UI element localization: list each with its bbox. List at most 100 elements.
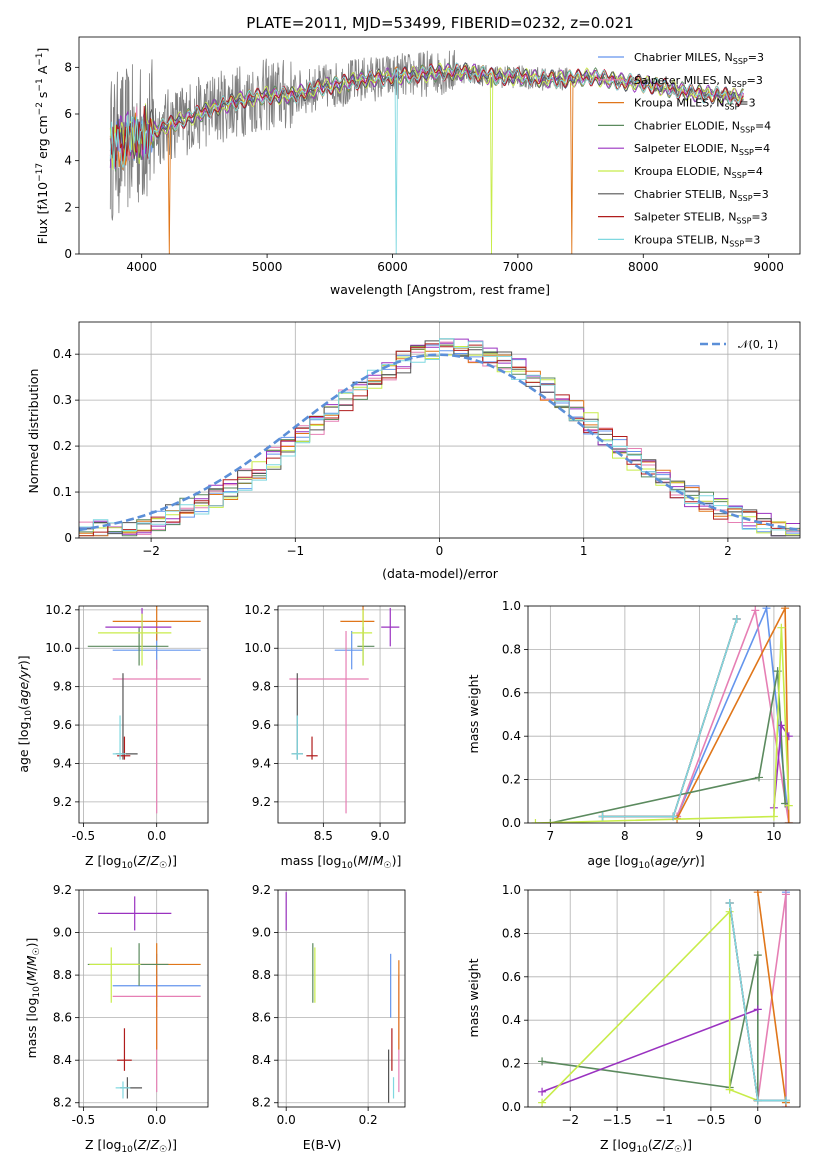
agemass-xlabel: mass [log10(M/M☉)] xyxy=(281,853,402,871)
y-tick-label: 0.0 xyxy=(502,816,521,830)
errorbar-point xyxy=(98,613,172,666)
axes-frame xyxy=(277,889,406,1108)
weight-point-marker xyxy=(751,606,760,615)
massz-ylabel: mass [log10(M/M☉)] xyxy=(24,938,42,1059)
x-tick-label: 9000 xyxy=(753,260,784,274)
y-tick-label: 9.8 xyxy=(53,680,72,694)
weight-series-line xyxy=(550,670,786,823)
y-tick-label: 9.4 xyxy=(53,756,72,770)
weight-point-marker xyxy=(538,1057,547,1066)
x-tick-label: 9 xyxy=(696,829,704,843)
wage-xlabel: age [log10(age/yr)] xyxy=(587,853,704,871)
weight-point-marker xyxy=(538,1098,547,1107)
errorbar-point xyxy=(115,673,138,760)
weight-point-marker xyxy=(755,773,764,782)
axes-frame xyxy=(78,605,209,824)
x-tick-label: 5000 xyxy=(252,260,283,274)
x-tick-label: 7 xyxy=(547,829,555,843)
errorbar-point xyxy=(98,896,172,931)
weight-point-marker xyxy=(753,1096,762,1105)
x-tick-label: 8000 xyxy=(628,260,659,274)
y-tick-label: 0.4 xyxy=(502,729,521,743)
errorbar-point xyxy=(112,606,201,641)
y-tick-label: 8.4 xyxy=(252,1053,271,1067)
x-tick-label: −2 xyxy=(142,544,160,558)
y-tick-label: 4 xyxy=(64,154,72,168)
errorbar-point xyxy=(117,736,131,760)
y-tick-label: 8.4 xyxy=(53,1053,72,1067)
mass-vs-metallicity-panel: -0.5 0.0 8.2 8.4 8.6 8.8 9.0 9.2 xyxy=(53,883,209,1127)
legend-entry: Chabrier ELODIE, NSSP=4 xyxy=(634,119,771,134)
x-tick-label: 0.0 xyxy=(147,1113,166,1127)
y-tick-label: 0.4 xyxy=(53,347,72,361)
weight-point-marker xyxy=(538,1087,547,1096)
plot-area xyxy=(538,890,790,1107)
y-tick-label: 10.0 xyxy=(244,641,271,655)
weight-vs-age-panel: 7 8 9 10 0.0 0.2 0.4 0.6 0.8 1.0 xyxy=(502,599,801,843)
y-tick-label: 0 xyxy=(64,531,72,545)
legend-entry: Kroupa STELIB, NSSP=3 xyxy=(634,233,760,248)
y-tick-label: 1.0 xyxy=(502,599,521,613)
y-tick-label: 0.2 xyxy=(53,439,72,453)
legend-entry: Chabrier STELIB, NSSP=3 xyxy=(634,188,769,203)
x-tick-label: 8.5 xyxy=(314,829,333,843)
residual-histogram-panel: −2 −1 0 1 2 0 0.1 0.2 0.3 0.4 xyxy=(53,321,801,558)
y-tick-label: 8.8 xyxy=(53,968,72,982)
errorbar-point xyxy=(334,630,364,670)
weight-point-marker xyxy=(531,819,540,823)
y-tick-label: 9.0 xyxy=(252,926,271,940)
y-tick-label: 8.2 xyxy=(252,1096,271,1110)
weight-series-line xyxy=(757,892,787,1103)
errorbar-point xyxy=(105,607,172,647)
weight-point-marker xyxy=(725,907,734,916)
y-tick-label: 9.2 xyxy=(53,883,72,897)
y-tick-label: 9.2 xyxy=(252,883,271,897)
weight-point-marker xyxy=(781,606,790,613)
spectrum-legend: Chabrier MILES, NSSP=3 Salpeter MILES, NS… xyxy=(598,51,771,248)
y-tick-label: 0.0 xyxy=(502,1100,521,1114)
y-tick-label: 8.6 xyxy=(53,1011,72,1025)
plot-area xyxy=(285,892,400,1103)
errorbar-point xyxy=(306,736,318,760)
y-tick-label: 0.6 xyxy=(502,686,521,700)
model-fit-line xyxy=(109,63,744,168)
y-tick-label: 8.8 xyxy=(252,968,271,982)
massz-xlabel: Z [log10(Z/Z☉)] xyxy=(85,1137,177,1155)
x-tick-label: 0.0 xyxy=(277,1113,296,1127)
x-tick-label: 4000 xyxy=(126,260,157,274)
axes-frame xyxy=(78,889,209,1108)
weight-point-marker xyxy=(753,1005,762,1014)
x-tick-label: -0.5 xyxy=(72,829,95,843)
residual-ylabel: Normed distribution xyxy=(26,369,41,494)
weight-point-marker xyxy=(725,1085,734,1094)
legend-entry: Salpeter MILES, NSSP=3 xyxy=(634,74,763,89)
axes-frame xyxy=(78,36,801,255)
y-tick-label: 0.6 xyxy=(502,970,521,984)
plot-area xyxy=(531,606,793,823)
wage-ylabel: mass weight xyxy=(466,674,481,753)
weight-vs-metallicity-panel: −2 −1.5 −1 −0.5 0 0.0 0.2 0.4 0.6 0.8 1.0 xyxy=(502,883,801,1127)
y-tick-label: 9.2 xyxy=(53,795,72,809)
y-tick-label: 0.2 xyxy=(502,773,521,787)
x-tick-label: 0 xyxy=(754,1113,762,1127)
plot-area xyxy=(289,606,400,814)
x-tick-label: −1.5 xyxy=(603,1113,632,1127)
weight-point-marker xyxy=(762,606,771,613)
x-tick-label: 2 xyxy=(724,544,732,558)
x-tick-label: 9.0 xyxy=(371,829,390,843)
x-tick-label: 0 xyxy=(436,544,444,558)
y-tick-label: 9.6 xyxy=(53,718,72,732)
weight-point-marker xyxy=(598,812,607,821)
weight-point-marker xyxy=(784,819,793,823)
x-tick-label: −0.5 xyxy=(696,1113,725,1127)
x-tick-label: −2 xyxy=(561,1113,579,1127)
y-tick-label: 10.2 xyxy=(244,603,271,617)
y-tick-label: 0.1 xyxy=(53,485,72,499)
y-tick-label: 0.8 xyxy=(502,642,521,656)
residual-legend-label: 𝒩(0, 1) xyxy=(738,338,778,351)
model-fit-line xyxy=(109,63,744,170)
model-fit-line xyxy=(109,62,744,254)
figure-title: PLATE=2011, MJD=53499, FIBERID=0232, z=0… xyxy=(246,14,633,32)
y-tick-label: 9.8 xyxy=(252,680,271,694)
spectrum-panel: 4000 5000 6000 7000 8000 9000 0 2 4 6 8 xyxy=(64,36,801,274)
